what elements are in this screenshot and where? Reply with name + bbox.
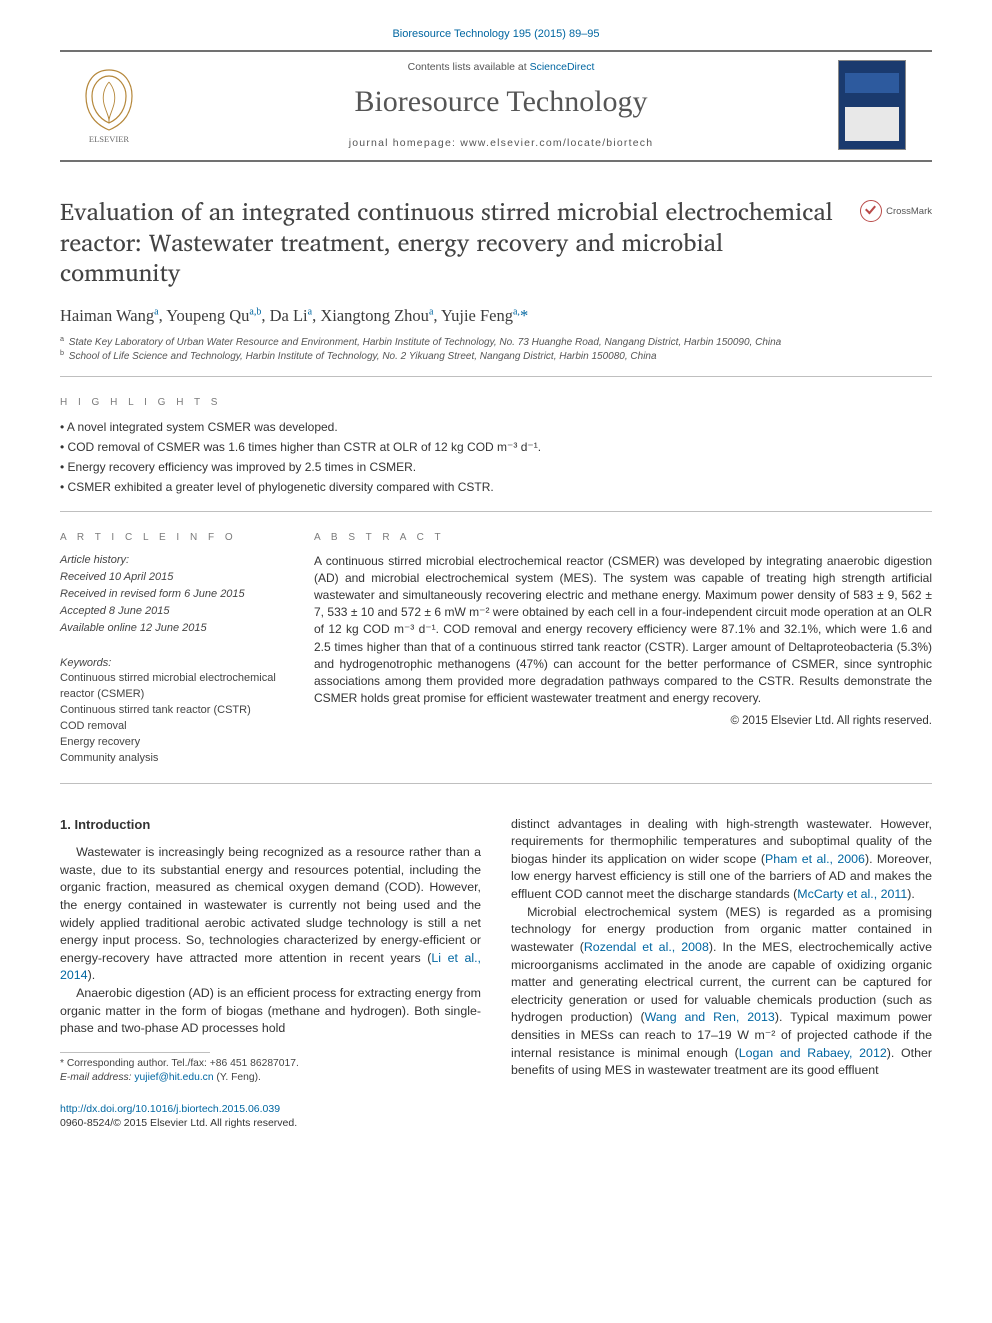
top-citation: Bioresource Technology 195 (2015) 89–95 [60,28,932,40]
masthead: ELSEVIER Contents lists available at Sci… [60,50,932,162]
email-label: E-mail address: [60,1072,132,1083]
keyword-item: Continuous stirred tank reactor (CSTR) [60,703,280,719]
highlights-list: A novel integrated system CSMER was deve… [60,418,932,512]
affiliation: a State Key Laboratory of Urban Water Re… [60,336,932,350]
keyword-item: COD removal [60,719,280,735]
history-revised: Received in revised form 6 June 2015 [60,587,280,603]
highlight-item: Energy recovery efficiency was improved … [60,458,932,478]
abstract-label: A B S T R A C T [314,532,932,543]
article-body: 1. Introduction Wastewater is increasing… [60,816,932,1086]
highlight-item: CSMER exhibited a greater level of phylo… [60,478,932,498]
contents-prefix: Contents lists available at [408,61,530,73]
cite-wang-ren-2013[interactable]: Wang and Ren, 2013 [645,1010,775,1024]
intro-para-1: Wastewater is increasingly being recogni… [60,844,481,985]
affiliation: b School of Life Science and Technology,… [60,350,932,364]
crossmark-icon [860,200,882,222]
contents-available: Contents lists available at ScienceDirec… [164,61,838,73]
cite-mccarty-2011[interactable]: McCarty et al., 2011 [797,887,907,901]
journal-name: Bioresource Technology [164,85,838,119]
cite-rozendal-2008[interactable]: Rozendal et al., 2008 [584,940,709,954]
abstract-column: A continuous stirred microbial electroch… [314,553,932,766]
intro-para-2b: distinct advantages in dealing with high… [511,816,932,904]
doi-link[interactable]: http://dx.doi.org/10.1016/j.biortech.201… [60,1103,280,1115]
keyword-item: Community analysis [60,751,280,767]
footnotes: * Corresponding author. Tel./fax: +86 45… [60,1057,481,1086]
author-list: Haiman Wanga, Youpeng Qua,b, Da Lia, Xia… [60,306,932,326]
section-heading-intro: 1. Introduction [60,816,481,834]
publisher-logo: ELSEVIER [74,64,164,147]
cite-pham-2006[interactable]: Pham et al., 2006 [765,852,865,866]
email-name: (Y. Feng). [214,1072,261,1083]
article-title: Evaluation of an integrated continuous s… [60,196,932,288]
keyword-item: Continuous stirred microbial electrochem… [60,671,280,703]
history-received: Received 10 April 2015 [60,570,280,586]
article-info-label: A R T I C L E I N F O [60,532,280,543]
footnote-divider [60,1052,210,1053]
corresponding-email[interactable]: yujief@hit.edu.cn [134,1072,213,1083]
p2-tail: ). [907,887,915,901]
highlight-item: COD removal of CSMER was 1.6 times highe… [60,438,932,458]
journal-cover-thumb [838,60,906,150]
history-label: Article history: [60,553,280,569]
highlight-item: A novel integrated system CSMER was deve… [60,418,932,438]
crossmark-badge[interactable]: CrossMark [860,200,932,222]
abstract-copyright: © 2015 Elsevier Ltd. All rights reserved… [314,713,932,729]
intro-para-2a: Anaerobic digestion (AD) is an efficient… [60,985,481,1038]
corresponding-author: * Corresponding author. Tel./fax: +86 45… [60,1057,481,1071]
crossmark-label: CrossMark [886,206,932,217]
p1-text: Wastewater is increasingly being recogni… [60,845,481,965]
abstract-text: A continuous stirred microbial electroch… [314,553,932,706]
sciencedirect-link[interactable]: ScienceDirect [530,61,595,73]
history-online: Available online 12 June 2015 [60,621,280,637]
p2-text: Anaerobic digestion (AD) is an efficient… [60,986,481,1035]
page-footer: http://dx.doi.org/10.1016/j.biortech.201… [60,1102,932,1131]
publisher-name: ELSEVIER [89,134,129,144]
intro-para-3: Microbial electrochemical system (MES) i… [511,904,932,1080]
keywords-list: Continuous stirred microbial electrochem… [60,671,280,767]
p1-tail: ). [88,968,96,982]
issn-copyright: 0960-8524/© 2015 Elsevier Ltd. All right… [60,1117,297,1129]
history-accepted: Accepted 8 June 2015 [60,604,280,620]
journal-homepage: journal homepage: www.elsevier.com/locat… [164,137,838,149]
article-info-column: Article history: Received 10 April 2015 … [60,553,280,766]
keywords-label: Keywords: [60,657,280,669]
keyword-item: Energy recovery [60,735,280,751]
article-history: Article history: Received 10 April 2015 … [60,553,280,637]
cite-logan-rabaey-2012[interactable]: Logan and Rabaey, 2012 [739,1046,887,1060]
affiliations: a State Key Laboratory of Urban Water Re… [60,336,932,377]
highlights-label: H I G H L I G H T S [60,397,932,408]
